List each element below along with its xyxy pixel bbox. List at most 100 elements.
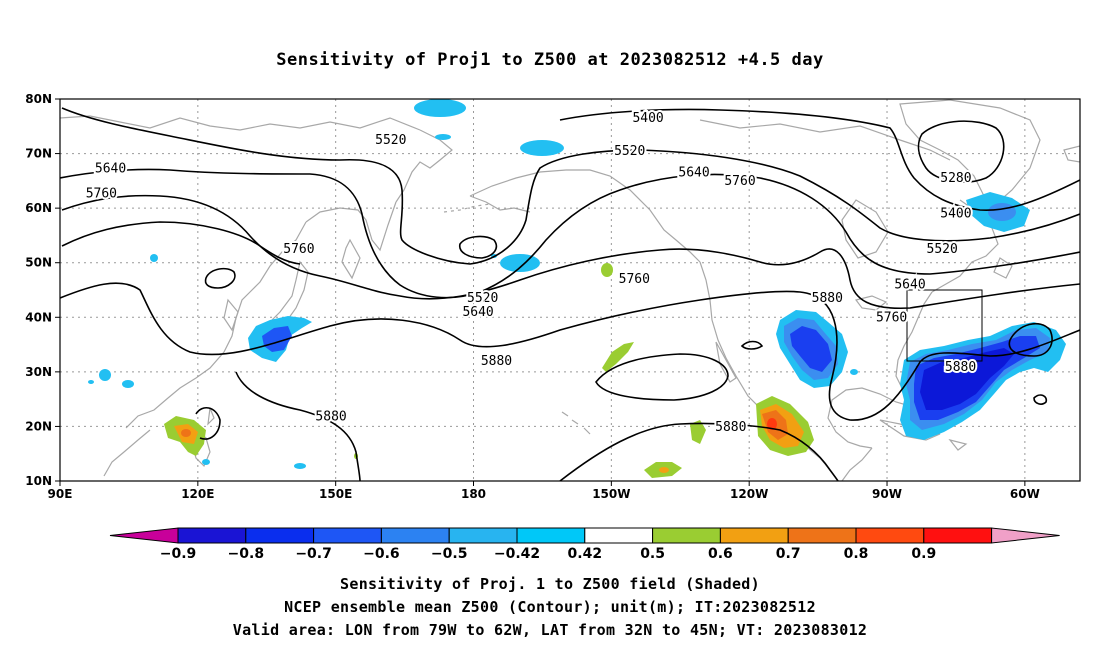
caption-contour: NCEP ensemble mean Z500 (Contour); unit(… — [284, 598, 816, 616]
lat-tick-label: 20N — [25, 419, 52, 433]
colorbar-segment — [787, 527, 857, 544]
contour-5880-main — [60, 282, 1080, 421]
contour-5760-left — [61, 221, 301, 265]
contour-label: 5760 — [724, 174, 755, 189]
shade-dot-5 — [88, 380, 94, 384]
contour-label: 5520 — [467, 291, 498, 306]
colorbar-label: 0.7 — [776, 546, 801, 562]
contour-5880-left — [235, 371, 361, 481]
contour-label: 5880 — [945, 360, 976, 375]
contour-label: 5760 — [86, 186, 117, 201]
caption-valid-area: Valid area: LON from 79W to 62W, LAT fro… — [232, 621, 868, 639]
caption-shaded: Sensitivity of Proj. 1 to Z500 field (Sh… — [340, 575, 760, 593]
contour-closed-siberia — [204, 267, 236, 289]
colorbar-label: 0.6 — [708, 546, 733, 562]
shade-sky-greenland-core — [988, 203, 1016, 221]
contour-5880-tropical — [559, 422, 839, 481]
contour-closed-atlantic-2 — [1033, 394, 1048, 405]
lat-tick-label: 30N — [25, 365, 52, 379]
colorbar-label: −0.7 — [295, 546, 332, 562]
shade-green-midpac — [601, 263, 613, 277]
lat-tick-label: 10N — [25, 474, 52, 488]
contour-label: 5880 — [315, 410, 346, 425]
shade-cyan-arctic-2 — [435, 134, 451, 140]
chart-title: Sensitivity of Proj1 to Z500 at 20230825… — [276, 50, 824, 70]
shade-dot-1 — [150, 254, 158, 262]
contour-label: 5280 — [940, 171, 971, 186]
valid-area-box — [906, 289, 983, 362]
shade-dot-2 — [99, 369, 111, 381]
contour-closed-npac — [595, 353, 729, 401]
colorbar-label: −0.9 — [160, 546, 197, 562]
shade-green-spac2 — [690, 420, 706, 444]
contour-5760 — [61, 194, 1080, 310]
contour-label: 5760 — [619, 272, 650, 287]
shade-cyan-bering — [520, 140, 564, 156]
colorbar-label: −0.42 — [494, 546, 540, 562]
shade-cyan-arctic-1 — [414, 99, 466, 117]
contour-label: 5520 — [614, 144, 645, 159]
contour-label: 5880 — [481, 354, 512, 369]
contour-closed-philippines — [195, 407, 221, 440]
colorbar-label: 0.9 — [911, 546, 936, 562]
map-plot-area: 5400 5520 5520 5640 5640 5760 5760 5280 5400 5520… — [60, 99, 1080, 481]
lat-tick-label: 50N — [25, 256, 52, 270]
colorbar-extend-min — [109, 527, 179, 544]
shade-darkblue-atlantic — [920, 348, 1014, 410]
lon-tick-label: 120W — [730, 487, 768, 501]
colorbar-extend-max — [991, 527, 1060, 544]
contour-labels: 5400 5520 5520 5640 5640 5760 5760 5280 5400 5520… — [84, 109, 979, 437]
colorbar-segment — [245, 527, 315, 544]
shade-orange-spac — [659, 467, 669, 473]
colorbar-label: −0.5 — [431, 546, 468, 562]
contour-label: 5880 — [715, 420, 746, 435]
lon-tick-label: 120E — [181, 487, 214, 501]
contour-5520 — [61, 107, 1080, 265]
colorbar-label: 0.42 — [568, 546, 603, 562]
shade-blue-japan — [262, 326, 292, 352]
shade-dot-3 — [122, 380, 134, 388]
colorbar-label: −0.8 — [228, 546, 265, 562]
colorbar-label: 0.5 — [640, 546, 665, 562]
shade-cyan-us-dot — [850, 369, 858, 375]
lat-tick-label: 60N — [25, 201, 52, 215]
colorbar: −0.9 −0.8 −0.7 −0.6 −0.5 −0.42 0.42 0.5 0.6 0.7 0.… — [109, 527, 1060, 562]
shade-cyan-philippines — [202, 459, 210, 465]
map-frame — [59, 98, 1081, 482]
colorbar-segment — [719, 527, 789, 544]
contour-closed-atlantic — [1008, 322, 1053, 357]
z500-contours — [60, 107, 1080, 481]
contour-label: 5880 — [812, 291, 843, 306]
contour-label: 5520 — [375, 133, 406, 148]
colorbar-segment — [313, 527, 382, 544]
colorbar-segment — [855, 527, 925, 544]
contour-label: 5400 — [940, 207, 971, 222]
contour-label: 5520 — [927, 242, 958, 257]
contour-label: 5640 — [95, 161, 126, 176]
lat-tick-label: 70N — [25, 147, 52, 161]
lon-tick-label: 60W — [1010, 487, 1040, 501]
gridlines — [60, 99, 1080, 481]
lon-tick-label: 180 — [461, 487, 486, 501]
colorbar-segment — [584, 527, 654, 544]
lat-tick-label: 80N — [25, 92, 52, 106]
contour-label: 5640 — [894, 278, 925, 293]
contour-label: 5760 — [283, 242, 314, 257]
colorbar-segment — [923, 527, 993, 544]
contour-label: 5640 — [678, 166, 709, 181]
contour-closed-bering — [458, 235, 498, 259]
contour-closed-arctic — [917, 120, 1005, 183]
lon-tick-label: 90W — [872, 487, 902, 501]
lon-tick-label: 150W — [592, 487, 630, 501]
contour-5640 — [60, 168, 1080, 299]
colorbar-segment — [448, 527, 518, 544]
shade-red-philippines — [181, 429, 191, 437]
contour-closed-us — [740, 340, 764, 350]
colorbar-segment — [516, 527, 586, 544]
lon-tick-label: 90E — [48, 487, 73, 501]
lon-tick-label: 150E — [319, 487, 352, 501]
contour-label: 5400 — [632, 111, 663, 126]
colorbar-label: 0.8 — [844, 546, 869, 562]
colorbar-segment — [380, 527, 450, 544]
